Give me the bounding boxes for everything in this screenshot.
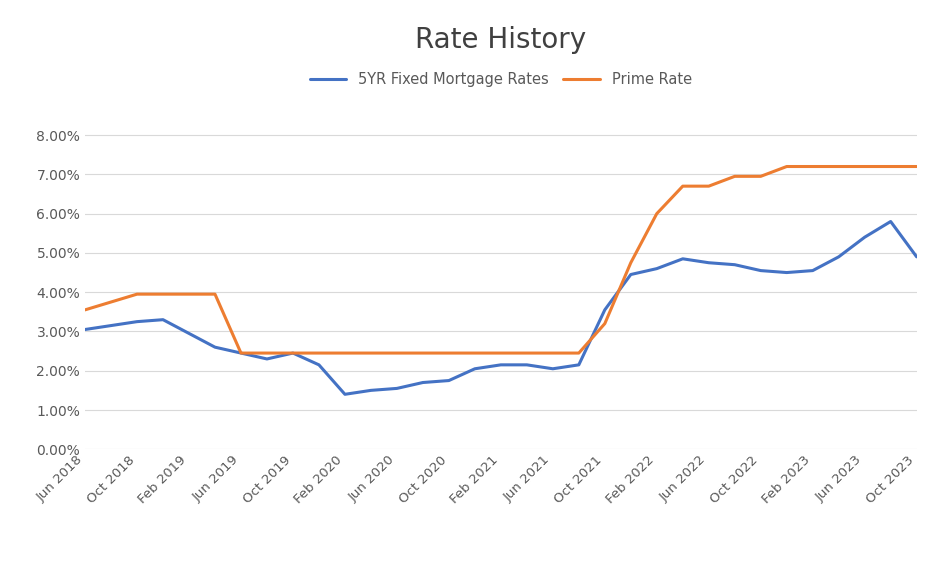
Prime Rate (598, 320, 610, 327)
5YR Fixed Mortgage Rates (235, 350, 246, 357)
5YR Fixed Mortgage Rates (468, 365, 480, 372)
Prime Rate (625, 259, 636, 266)
5YR Fixed Mortgage Rates (105, 322, 117, 329)
5YR Fixed Mortgage Rates (364, 387, 376, 394)
Prime Rate (676, 183, 687, 190)
Prime Rate (105, 298, 117, 305)
Prime Rate (858, 163, 869, 170)
5YR Fixed Mortgage Rates (339, 391, 350, 398)
Prime Rate (884, 163, 895, 170)
5YR Fixed Mortgage Rates (780, 269, 791, 276)
Prime Rate (210, 291, 221, 298)
5YR Fixed Mortgage Rates (131, 318, 143, 325)
Prime Rate (495, 350, 506, 357)
5YR Fixed Mortgage Rates (495, 361, 506, 368)
Prime Rate (780, 163, 791, 170)
5YR Fixed Mortgage Rates (416, 379, 428, 386)
Prime Rate (910, 163, 921, 170)
5YR Fixed Mortgage Rates (183, 330, 194, 337)
Prime Rate (157, 291, 168, 298)
Prime Rate (806, 163, 818, 170)
5YR Fixed Mortgage Rates (728, 262, 739, 268)
Line: 5YR Fixed Mortgage Rates: 5YR Fixed Mortgage Rates (85, 222, 916, 395)
Prime Rate (443, 350, 454, 357)
5YR Fixed Mortgage Rates (676, 255, 687, 262)
Prime Rate (521, 350, 532, 357)
5YR Fixed Mortgage Rates (210, 344, 221, 351)
Prime Rate (131, 291, 143, 298)
Prime Rate (183, 291, 194, 298)
Prime Rate (702, 183, 714, 190)
5YR Fixed Mortgage Rates (572, 361, 583, 368)
5YR Fixed Mortgage Rates (521, 361, 532, 368)
5YR Fixed Mortgage Rates (884, 218, 895, 225)
Prime Rate (261, 350, 272, 357)
5YR Fixed Mortgage Rates (287, 350, 298, 357)
Prime Rate (313, 350, 325, 357)
5YR Fixed Mortgage Rates (547, 365, 558, 372)
Prime Rate (468, 350, 480, 357)
Prime Rate (572, 350, 583, 357)
5YR Fixed Mortgage Rates (391, 385, 402, 392)
Prime Rate (364, 350, 376, 357)
5YR Fixed Mortgage Rates (833, 253, 844, 260)
Line: Prime Rate: Prime Rate (85, 166, 916, 353)
5YR Fixed Mortgage Rates (754, 267, 766, 274)
Prime Rate (79, 306, 91, 313)
Prime Rate (391, 350, 402, 357)
5YR Fixed Mortgage Rates (702, 259, 714, 266)
5YR Fixed Mortgage Rates (79, 326, 91, 333)
5YR Fixed Mortgage Rates (910, 253, 921, 260)
Prime Rate (416, 350, 428, 357)
Title: Rate History: Rate History (414, 26, 586, 54)
5YR Fixed Mortgage Rates (650, 265, 662, 272)
Prime Rate (339, 350, 350, 357)
5YR Fixed Mortgage Rates (598, 306, 610, 313)
Prime Rate (235, 350, 246, 357)
5YR Fixed Mortgage Rates (625, 271, 636, 278)
5YR Fixed Mortgage Rates (157, 316, 168, 323)
Prime Rate (287, 350, 298, 357)
5YR Fixed Mortgage Rates (858, 234, 869, 241)
5YR Fixed Mortgage Rates (261, 355, 272, 362)
Prime Rate (728, 173, 739, 180)
5YR Fixed Mortgage Rates (806, 267, 818, 274)
Prime Rate (650, 210, 662, 217)
Legend: 5YR Fixed Mortgage Rates, Prime Rate: 5YR Fixed Mortgage Rates, Prime Rate (304, 66, 697, 93)
Prime Rate (547, 350, 558, 357)
5YR Fixed Mortgage Rates (313, 361, 325, 368)
Prime Rate (833, 163, 844, 170)
Prime Rate (754, 173, 766, 180)
5YR Fixed Mortgage Rates (443, 377, 454, 384)
